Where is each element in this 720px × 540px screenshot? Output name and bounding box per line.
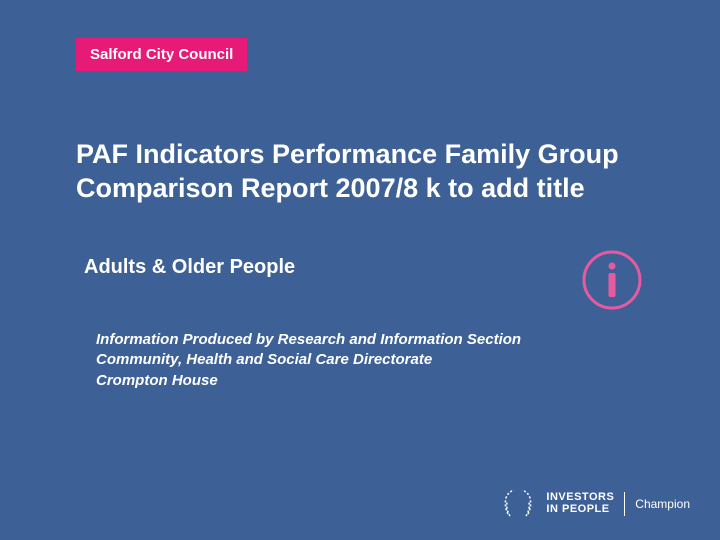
attribution-line-3: Crompton House bbox=[96, 371, 596, 391]
investors-in-people-logo: INVESTORS IN PEOPLE Champion bbox=[500, 486, 690, 522]
investors-text-group: INVESTORS IN PEOPLE Champion bbox=[546, 492, 690, 516]
info-icon bbox=[580, 248, 644, 317]
divider bbox=[624, 492, 625, 516]
slide: Salford City Council PAF Indicators Perf… bbox=[0, 0, 720, 540]
investors-champion: Champion bbox=[635, 497, 690, 511]
council-logo: Salford City Council bbox=[76, 38, 247, 71]
subtitle: Adults & Older People bbox=[84, 256, 295, 279]
laurel-icon bbox=[500, 486, 536, 522]
investors-line-2: IN PEOPLE bbox=[546, 504, 614, 516]
attribution-text: Information Produced by Research and Inf… bbox=[96, 330, 596, 391]
logo-text: Salford City Council bbox=[90, 46, 233, 63]
attribution-line-2: Community, Health and Social Care Direct… bbox=[96, 350, 596, 370]
attribution-line-1: Information Produced by Research and Inf… bbox=[96, 330, 596, 350]
investors-main-text: INVESTORS IN PEOPLE bbox=[546, 492, 614, 515]
page-title: PAF Indicators Performance Family Group … bbox=[76, 138, 656, 206]
